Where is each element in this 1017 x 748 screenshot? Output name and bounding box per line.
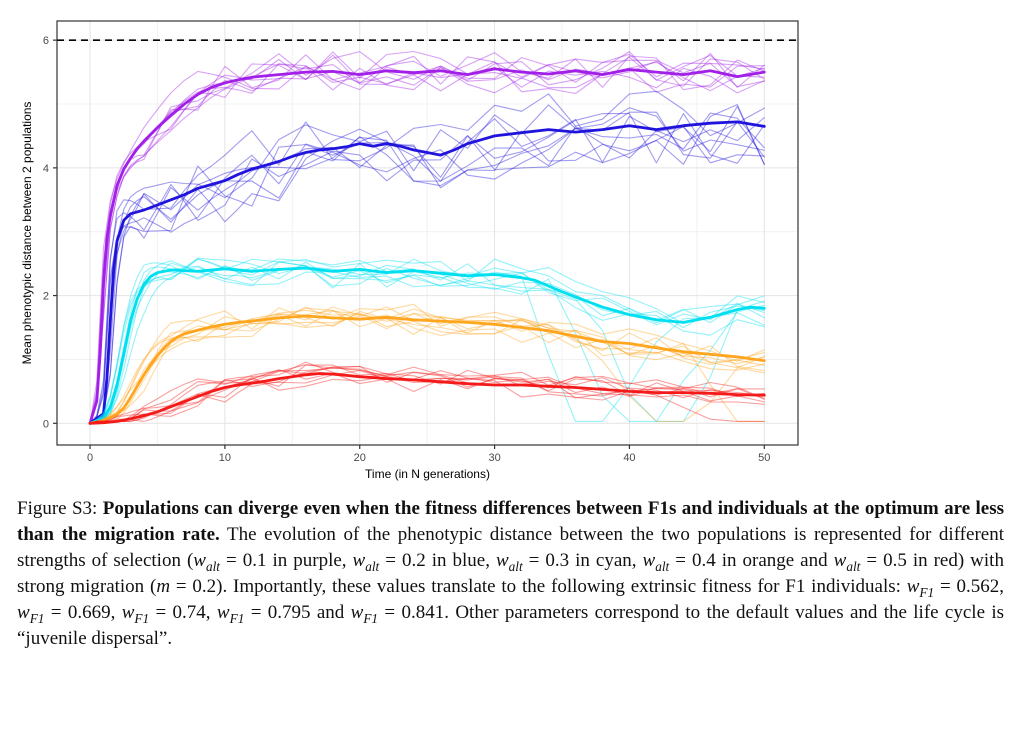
replicate-line bbox=[89, 104, 765, 424]
caption-text: = 0.3 in cyan, bbox=[522, 550, 643, 571]
mean-line bbox=[88, 314, 766, 425]
replicate-line bbox=[89, 306, 765, 424]
replicate-line bbox=[89, 113, 765, 424]
replicate-line bbox=[89, 309, 765, 424]
replicate-line bbox=[89, 364, 765, 424]
y-axis-title: Mean phenotypic distance between 2 popul… bbox=[20, 102, 34, 365]
replicate-line bbox=[89, 104, 765, 424]
y-tick-label: 0 bbox=[43, 418, 49, 430]
caption-bold-title: Populations can diverge even when the fi… bbox=[17, 498, 1005, 545]
math-variable: wF1 bbox=[121, 602, 150, 626]
caption-text: = 0.562, bbox=[934, 576, 1005, 597]
replicate-line bbox=[89, 258, 765, 424]
replicate-line bbox=[89, 365, 765, 424]
math-variable: walt bbox=[495, 550, 523, 574]
x-axis-title: Time (in N generations) bbox=[365, 467, 490, 481]
replicate-line bbox=[89, 262, 765, 424]
replicate-line bbox=[89, 369, 765, 424]
caption-text: = 0.841. Other parameters correspond to … bbox=[17, 602, 1005, 649]
replicate-line bbox=[89, 262, 765, 424]
caption-text: = 0.2). Importantly, these values transl… bbox=[170, 576, 907, 597]
caption-text: = 0.5 in red) with strong migration ( bbox=[17, 550, 1004, 597]
series-w-alt-0-5-red- bbox=[88, 361, 766, 425]
mean-line bbox=[88, 67, 766, 425]
y-tick-label: 4 bbox=[43, 163, 49, 175]
x-tick-label: 50 bbox=[758, 452, 770, 464]
replicate-line bbox=[89, 51, 765, 424]
caption-text: Figure S3: bbox=[17, 498, 103, 519]
replicate-line bbox=[89, 264, 765, 424]
replicate-line bbox=[89, 258, 765, 424]
math-variable: wF1 bbox=[350, 602, 379, 626]
math-variable: wF1 bbox=[17, 602, 45, 626]
axes: 0 10 20 30 40 50 0 2 4 6 Time (in N generations) Me… bbox=[20, 35, 770, 481]
replicate-line bbox=[89, 364, 765, 424]
x-tick-label: 40 bbox=[623, 452, 635, 464]
math-variable: walt bbox=[352, 550, 380, 574]
replicate-line bbox=[89, 50, 765, 424]
caption-text: = 0.669, bbox=[44, 602, 122, 623]
math-variable: walt bbox=[833, 550, 861, 574]
panel-border bbox=[56, 20, 799, 446]
replicate-line bbox=[89, 112, 765, 424]
replicate-line bbox=[89, 90, 765, 424]
y-tick-label: 2 bbox=[43, 291, 49, 303]
mean-line bbox=[88, 266, 766, 425]
figure-caption: Figure S3: Populations can diverge even … bbox=[17, 496, 1004, 652]
mean-line bbox=[88, 372, 766, 425]
replicate-line bbox=[89, 306, 765, 424]
figure-plot: 0 10 20 30 40 50 0 2 4 6 Time (in N generations) Me… bbox=[20, 20, 799, 481]
caption-text: = 0.795 and bbox=[244, 602, 351, 623]
replicate-line bbox=[89, 52, 765, 424]
mean-line bbox=[88, 120, 766, 425]
caption-text: = 0.74, bbox=[149, 602, 217, 623]
math-variable: m bbox=[156, 576, 171, 597]
x-tick-label: 0 bbox=[87, 452, 93, 464]
caption-text: The evolution of the phenotypic distance… bbox=[17, 524, 1004, 571]
y-tick-label: 6 bbox=[43, 35, 49, 47]
math-variable: walt bbox=[642, 550, 670, 574]
series-w-alt-0-1-purple- bbox=[88, 50, 766, 425]
replicate-line bbox=[89, 53, 765, 424]
replicate-line bbox=[89, 258, 765, 424]
replicate-line bbox=[89, 63, 765, 424]
math-variable: wF1 bbox=[906, 576, 935, 600]
x-tick-label: 10 bbox=[219, 452, 231, 464]
math-variable: walt bbox=[193, 550, 221, 574]
series-w-alt-0-4-orange- bbox=[88, 303, 766, 425]
math-variable: wF1 bbox=[216, 602, 245, 626]
x-tick-label: 30 bbox=[488, 452, 500, 464]
x-tick-label: 20 bbox=[354, 452, 366, 464]
replicate-line bbox=[89, 117, 765, 424]
replicate-line bbox=[89, 261, 765, 424]
caption-text: = 0.1 in purple, bbox=[220, 550, 353, 571]
replicate-line bbox=[89, 125, 765, 424]
replicate-line bbox=[89, 375, 765, 424]
caption-text: = 0.2 in blue, bbox=[379, 550, 496, 571]
replicate-line bbox=[89, 312, 765, 424]
series-w-alt-0-3-cyan- bbox=[88, 257, 766, 425]
caption-text: = 0.4 in orange and bbox=[669, 550, 834, 571]
series-w-alt-0-2-blue- bbox=[88, 90, 766, 425]
